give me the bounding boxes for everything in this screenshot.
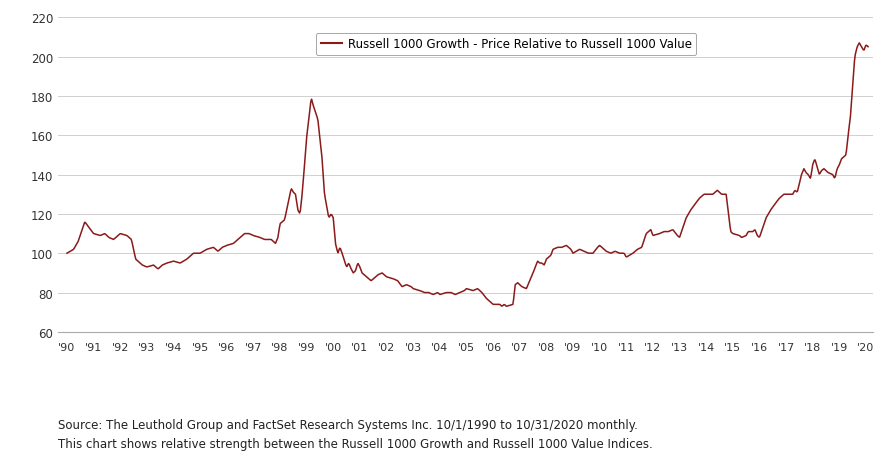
Legend: Russell 1000 Growth - Price Relative to Russell 1000 Value: Russell 1000 Growth - Price Relative to … xyxy=(316,34,696,56)
Text: Source: The Leuthold Group and FactSet Research Systems Inc. 10/1/1990 to 10/31/: Source: The Leuthold Group and FactSet R… xyxy=(58,419,653,450)
